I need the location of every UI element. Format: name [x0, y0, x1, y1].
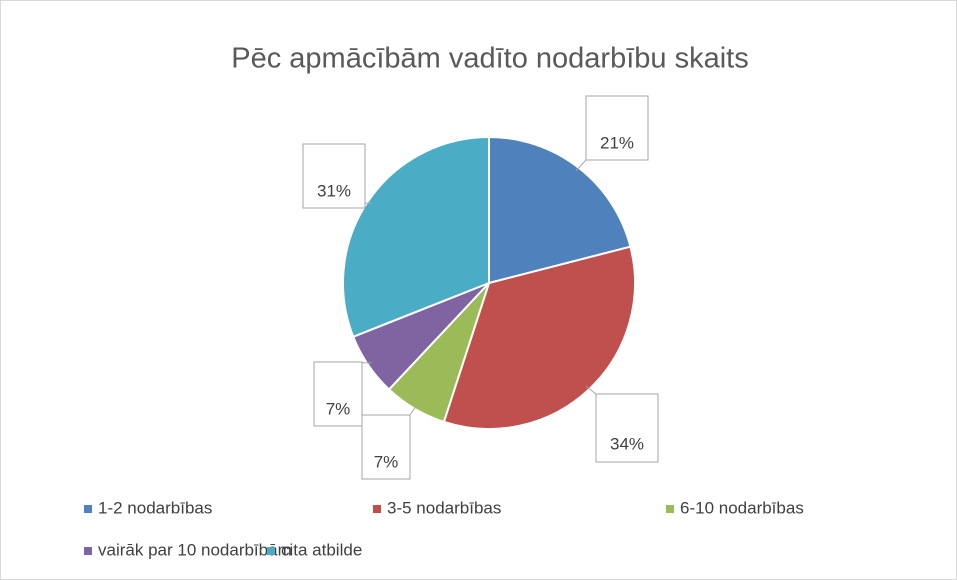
data-label-box [313, 361, 363, 427]
data-label-box [302, 143, 366, 209]
legend-label: 6-10 nodarbības [680, 498, 804, 517]
data-label: 7% [326, 399, 351, 418]
pie-slice [442, 245, 636, 430]
legend-marker [267, 547, 275, 555]
data-label: 31% [317, 181, 351, 200]
leader-line [409, 404, 418, 416]
leader-line [585, 386, 597, 395]
legend-marker [373, 505, 381, 513]
legend-marker [84, 505, 92, 513]
data-label: 21% [600, 133, 634, 152]
data-label-box [585, 95, 649, 161]
pie-slice [342, 135, 490, 339]
data-label-box [361, 414, 411, 480]
legend-label: 3-5 nodarbības [387, 498, 501, 517]
data-label: 7% [374, 452, 399, 471]
legend-label: 1-2 nodarbības [98, 498, 212, 517]
chart-title: Pēc apmācībām vadīto nodarbību skaits [231, 43, 748, 75]
legend-marker [666, 505, 674, 513]
legend-marker [84, 547, 92, 555]
legend-label: vairāk par 10 nodarbībām [98, 540, 292, 559]
legend-label: cita atbilde [281, 540, 362, 559]
data-label: 34% [610, 434, 644, 453]
data-label-box [595, 393, 659, 463]
leader-line [575, 159, 587, 172]
